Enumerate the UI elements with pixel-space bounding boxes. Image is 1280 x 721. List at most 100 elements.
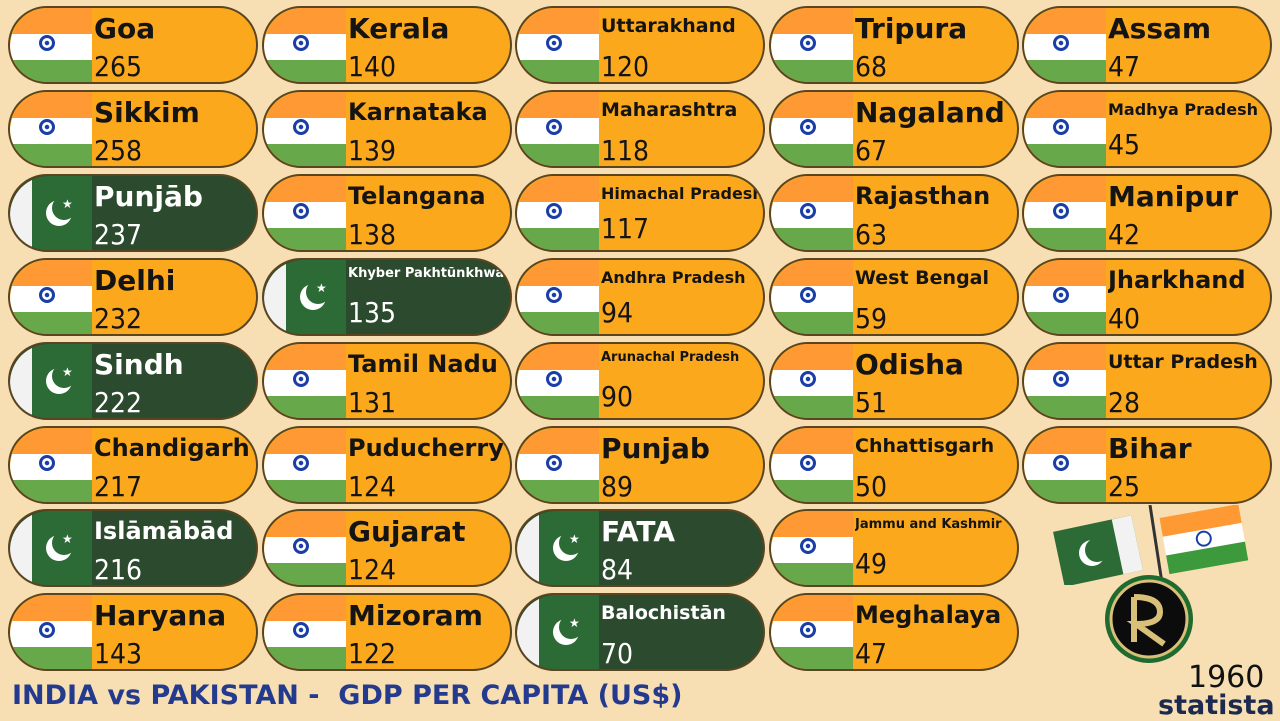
india-flag-icon	[517, 8, 599, 82]
ranking-item: Karnataka 139	[262, 90, 512, 168]
ranking-item: Arunachal Pradesh 90	[515, 342, 765, 420]
gdp-value: 124	[348, 553, 397, 586]
region-name: Meghalaya	[855, 601, 1002, 629]
gdp-value: 28	[1108, 386, 1141, 419]
ranking-item: Andhra Pradesh 94	[515, 258, 765, 336]
india-flag-icon	[264, 428, 346, 502]
india-flag-icon	[771, 344, 853, 418]
gdp-value: 135	[348, 296, 397, 329]
ranking-item: Delhi 232	[8, 258, 258, 336]
pakistan-flag-icon: ★	[10, 344, 92, 418]
ranking-item: Uttar Pradesh 28	[1022, 342, 1272, 420]
gdp-value: 122	[348, 637, 397, 670]
gdp-value: 237	[94, 218, 143, 251]
region-name: Maharashtra	[601, 99, 738, 121]
region-name: Sindh	[94, 348, 184, 381]
flags-logo	[1053, 505, 1249, 585]
region-name: Jammu and Kashmir	[855, 517, 1002, 532]
ranking-item: Rajasthan 63	[769, 174, 1019, 252]
india-flag-icon	[771, 92, 853, 166]
ranking-item: West Bengal 59	[769, 258, 1019, 336]
gdp-value: 51	[855, 386, 888, 419]
region-name: Gujarat	[348, 515, 466, 548]
india-flag-icon	[10, 595, 92, 669]
ranking-item: Puducherry 124	[262, 426, 512, 504]
india-flag-icon	[771, 8, 853, 82]
ranking-item: Mizoram 122	[262, 593, 512, 671]
ranking-item: Tamil Nadu 131	[262, 342, 512, 420]
region-name: Sikkim	[94, 96, 200, 129]
india-flag-icon	[10, 428, 92, 502]
india-flag-icon	[1159, 505, 1249, 575]
gdp-value: 131	[348, 386, 397, 419]
region-name: West Bengal	[855, 267, 990, 289]
region-name: Manipur	[1108, 180, 1239, 213]
gdp-value: 117	[601, 212, 650, 245]
india-flag-icon	[771, 595, 853, 669]
ranking-item: Haryana 143	[8, 593, 258, 671]
india-flag-icon	[771, 260, 853, 334]
gdp-value: 50	[855, 470, 888, 503]
pakistan-flag-icon: ★	[517, 511, 599, 585]
india-flag-icon	[1024, 344, 1106, 418]
gdp-value: 42	[1108, 218, 1141, 251]
gdp-value: 90	[601, 380, 634, 413]
ranking-item: Kerala 140	[262, 6, 512, 84]
india-flag-icon	[10, 92, 92, 166]
india-flag-icon	[517, 428, 599, 502]
region-name: Uttar Pradesh	[1108, 351, 1258, 373]
gdp-value: 143	[94, 637, 143, 670]
gdp-value: 49	[855, 547, 888, 580]
region-name: Bihar	[1108, 432, 1192, 465]
gdp-value: 118	[601, 134, 650, 167]
india-flag-icon	[1024, 8, 1106, 82]
gdp-value: 124	[348, 470, 397, 503]
india-flag-icon	[10, 8, 92, 82]
gdp-value: 47	[1108, 50, 1141, 83]
ranking-item: Tripura 68	[769, 6, 1019, 84]
ranking-item: Meghalaya 47	[769, 593, 1019, 671]
ranking-item: ★ FATA 84	[515, 509, 765, 587]
india-flag-icon	[264, 8, 346, 82]
ranking-item: Chandigarh 217	[8, 426, 258, 504]
india-flag-icon	[264, 511, 346, 585]
ranking-item: Gujarat 124	[262, 509, 512, 587]
region-name: Chhattisgarh	[855, 435, 995, 457]
region-name: Rajasthan	[855, 182, 991, 210]
ranking-item: Chhattisgarh 50	[769, 426, 1019, 504]
region-name: Karnataka	[348, 98, 488, 126]
gdp-value: 94	[601, 296, 634, 329]
gdp-value: 47	[855, 637, 888, 670]
region-name: Punjāb	[94, 180, 203, 213]
india-flag-icon	[1024, 92, 1106, 166]
ranking-item: ★ Sindh 222	[8, 342, 258, 420]
gdp-value: 258	[94, 134, 143, 167]
region-name: Punjab	[601, 432, 710, 465]
region-name: Nagaland	[855, 96, 1005, 129]
region-name: Khyber Pakhtūnkhwa	[348, 266, 505, 281]
ranking-item: Punjab 89	[515, 426, 765, 504]
india-flag-icon	[1024, 176, 1106, 250]
gdp-value: 45	[1108, 128, 1141, 161]
region-name: Odisha	[855, 348, 964, 381]
brand-label: statista	[1158, 690, 1275, 721]
india-flag-icon	[264, 92, 346, 166]
india-flag-icon	[517, 92, 599, 166]
india-flag-icon	[771, 428, 853, 502]
region-name: Islāmābād	[94, 517, 234, 545]
india-flag-icon	[1024, 428, 1106, 502]
ranking-item: ★ Punjāb 237	[8, 174, 258, 252]
region-name: Assam	[1108, 12, 1212, 45]
ranking-item: Goa 265	[8, 6, 258, 84]
gdp-value: 59	[855, 302, 888, 335]
india-flag-icon	[517, 260, 599, 334]
ranking-item: Odisha 51	[769, 342, 1019, 420]
region-name: Balochistān	[601, 602, 726, 624]
region-name: Uttarakhand	[601, 15, 736, 37]
ranking-item: Himachal Pradesh 117	[515, 174, 765, 252]
pakistan-flag-icon: ★	[517, 595, 599, 669]
region-name: Chandigarh	[94, 434, 250, 462]
region-name: Jharkhand	[1108, 266, 1246, 294]
india-flag-icon	[517, 176, 599, 250]
ranking-grid: Goa 265 Sikkim 258 ★ Punjāb 237 Delhi 232 ★ Sindh 2…	[8, 6, 1272, 671]
